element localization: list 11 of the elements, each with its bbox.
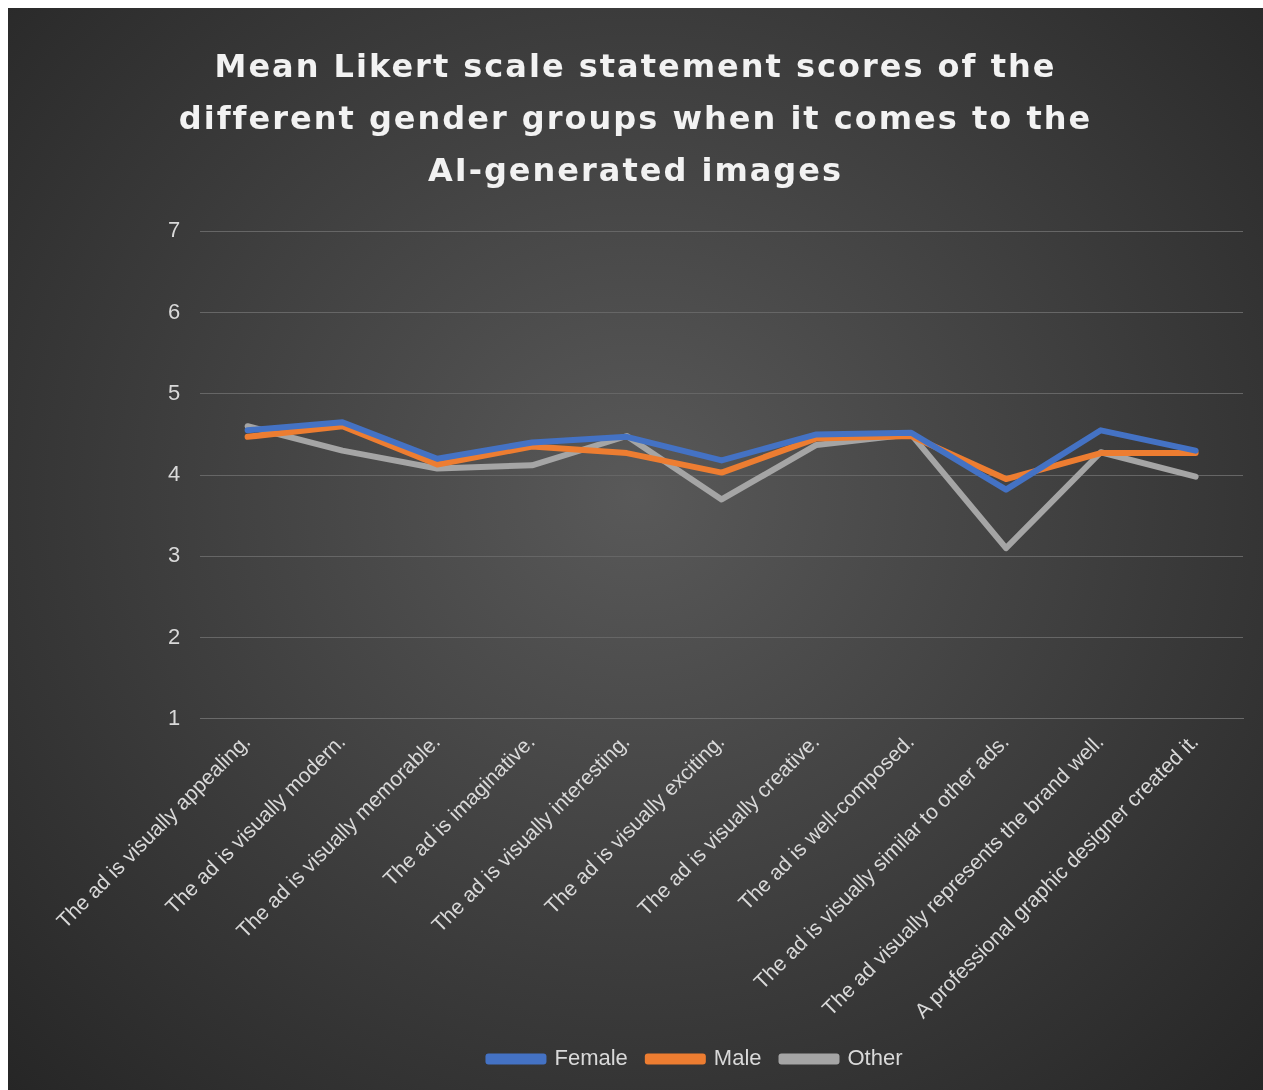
y-tick-label: 6 — [167, 298, 181, 324]
y-tick-label: 3 — [167, 542, 181, 568]
y-tick-label: 2 — [167, 623, 181, 649]
y-tick-label: 1 — [167, 704, 181, 730]
legend-label: Female — [554, 1045, 628, 1071]
y-tick-label: 5 — [167, 379, 181, 405]
chart-title: Mean Likert scale statement scores of the different gender groups when it comes to the AI-generated images — [177, 46, 1094, 191]
legend-label: Other — [847, 1045, 903, 1071]
y-tick-label: 7 — [167, 217, 181, 243]
legend-label: Male — [713, 1045, 762, 1071]
y-tick-label: 4 — [167, 461, 181, 487]
